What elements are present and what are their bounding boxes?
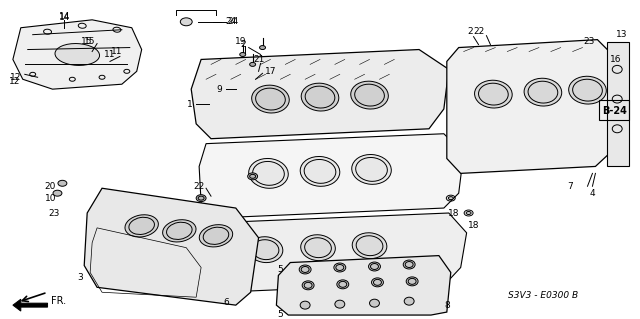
Text: 5: 5 [278, 309, 284, 319]
Polygon shape [199, 134, 463, 218]
Text: 18: 18 [448, 209, 460, 218]
Text: 22: 22 [193, 182, 205, 191]
Text: FR.: FR. [51, 296, 66, 306]
Text: 16: 16 [609, 55, 621, 64]
Ellipse shape [55, 44, 100, 65]
Text: 7: 7 [567, 182, 573, 191]
Text: 9: 9 [216, 85, 222, 94]
Ellipse shape [260, 46, 266, 49]
Ellipse shape [125, 215, 158, 237]
Ellipse shape [369, 299, 380, 307]
Ellipse shape [300, 157, 340, 186]
Ellipse shape [371, 278, 383, 287]
Text: 24: 24 [227, 17, 239, 26]
Ellipse shape [334, 263, 346, 272]
Text: 10: 10 [45, 194, 56, 203]
Text: 19: 19 [235, 37, 246, 46]
Text: 12: 12 [10, 73, 22, 82]
Ellipse shape [352, 233, 387, 259]
Ellipse shape [53, 190, 62, 196]
Ellipse shape [301, 235, 335, 261]
Text: 8: 8 [444, 300, 450, 310]
Ellipse shape [524, 78, 562, 106]
Ellipse shape [249, 159, 288, 188]
Text: 23: 23 [584, 37, 595, 46]
Ellipse shape [569, 76, 606, 104]
Text: 3: 3 [77, 273, 83, 282]
Ellipse shape [335, 300, 345, 308]
Text: S3V3 - E0300 B: S3V3 - E0300 B [508, 291, 579, 300]
Ellipse shape [301, 83, 339, 111]
Ellipse shape [351, 81, 388, 109]
Text: 21: 21 [253, 55, 264, 64]
Ellipse shape [196, 195, 206, 202]
Text: 11: 11 [111, 47, 123, 56]
Ellipse shape [180, 18, 192, 26]
Ellipse shape [337, 280, 349, 289]
Text: 12: 12 [9, 77, 20, 86]
Text: 1: 1 [188, 100, 193, 108]
Ellipse shape [58, 180, 67, 186]
Ellipse shape [299, 265, 311, 274]
Ellipse shape [404, 297, 414, 305]
Ellipse shape [240, 53, 246, 56]
Ellipse shape [352, 154, 391, 184]
Text: 5: 5 [278, 265, 284, 274]
Ellipse shape [302, 281, 314, 290]
Text: 4: 4 [589, 189, 595, 198]
Text: 14: 14 [59, 12, 70, 21]
Ellipse shape [163, 220, 196, 242]
Text: 24: 24 [225, 17, 236, 26]
Ellipse shape [369, 262, 380, 271]
Ellipse shape [248, 237, 283, 263]
Text: 17: 17 [265, 67, 276, 76]
Ellipse shape [300, 301, 310, 309]
Ellipse shape [250, 63, 255, 66]
Polygon shape [84, 188, 259, 305]
Polygon shape [203, 213, 467, 292]
Ellipse shape [248, 173, 257, 180]
Text: 22: 22 [473, 27, 484, 36]
Polygon shape [13, 299, 47, 311]
Text: 14: 14 [59, 13, 70, 22]
Text: 6: 6 [223, 298, 228, 307]
Text: 15: 15 [81, 37, 93, 46]
Text: 23: 23 [49, 209, 60, 218]
Ellipse shape [252, 85, 289, 113]
Text: 2: 2 [468, 27, 474, 36]
Text: 18: 18 [468, 221, 479, 230]
Polygon shape [276, 256, 451, 315]
Text: 2: 2 [240, 40, 246, 49]
Polygon shape [191, 49, 449, 139]
Text: 11: 11 [104, 50, 116, 59]
Polygon shape [447, 40, 612, 173]
Polygon shape [607, 41, 629, 167]
Ellipse shape [448, 197, 453, 200]
Ellipse shape [466, 211, 471, 214]
Text: 15: 15 [84, 37, 96, 46]
Text: 20: 20 [45, 182, 56, 191]
Polygon shape [13, 20, 141, 89]
Text: B-24: B-24 [602, 106, 627, 116]
Ellipse shape [406, 277, 418, 286]
Ellipse shape [199, 225, 233, 247]
Ellipse shape [403, 260, 415, 269]
Text: 13: 13 [616, 30, 628, 39]
Ellipse shape [475, 80, 512, 108]
